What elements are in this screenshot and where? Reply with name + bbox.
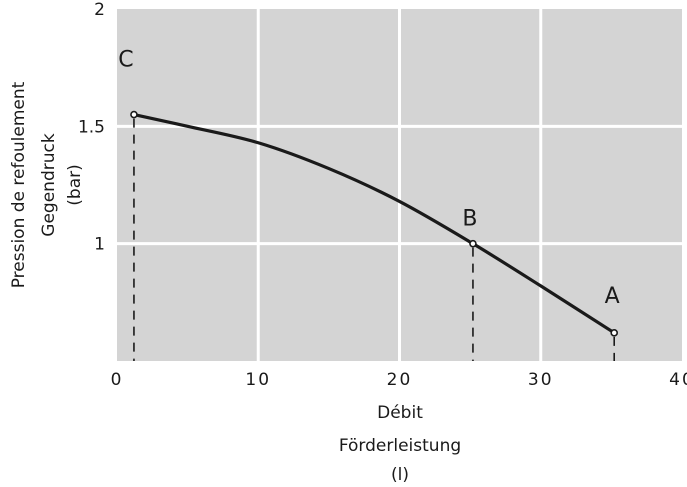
point-label-a: A	[605, 284, 620, 309]
x-tick-label: 40	[669, 370, 687, 390]
drop-lines	[133, 118, 616, 361]
data-points: C B A	[118, 48, 620, 337]
y-axis-title-line: Pression de refoulement	[9, 81, 29, 288]
y-tick-label: 1	[94, 235, 105, 255]
grid-lines	[117, 9, 682, 361]
x-axis-title-line: Débit	[377, 403, 423, 423]
axis-titles: Débit Förderleistung (l) Pression de refoul…	[9, 81, 461, 485]
x-tick-label: 30	[528, 370, 554, 390]
x-tick-label: 20	[387, 370, 413, 390]
x-axis-title-line: Förderleistung	[339, 436, 461, 456]
point-label-b: B	[462, 207, 477, 232]
y-tick-label: 2	[94, 0, 105, 20]
point-c	[130, 110, 138, 119]
tick-labels: 0 10 20 30 40 1 1.5 2	[78, 0, 687, 390]
point-label-c: C	[118, 48, 133, 73]
y-axis-title-line: Gegendruck	[39, 133, 59, 237]
x-tick-label: 10	[245, 370, 271, 390]
y-axis-title-line: (bar)	[65, 164, 85, 205]
point-b	[469, 239, 477, 248]
x-tick-label: 0	[111, 370, 124, 390]
point-a	[610, 329, 619, 337]
y-tick-label: 1.5	[78, 117, 105, 137]
series-line	[132, 113, 616, 335]
x-axis-title-line: (l)	[391, 465, 409, 485]
